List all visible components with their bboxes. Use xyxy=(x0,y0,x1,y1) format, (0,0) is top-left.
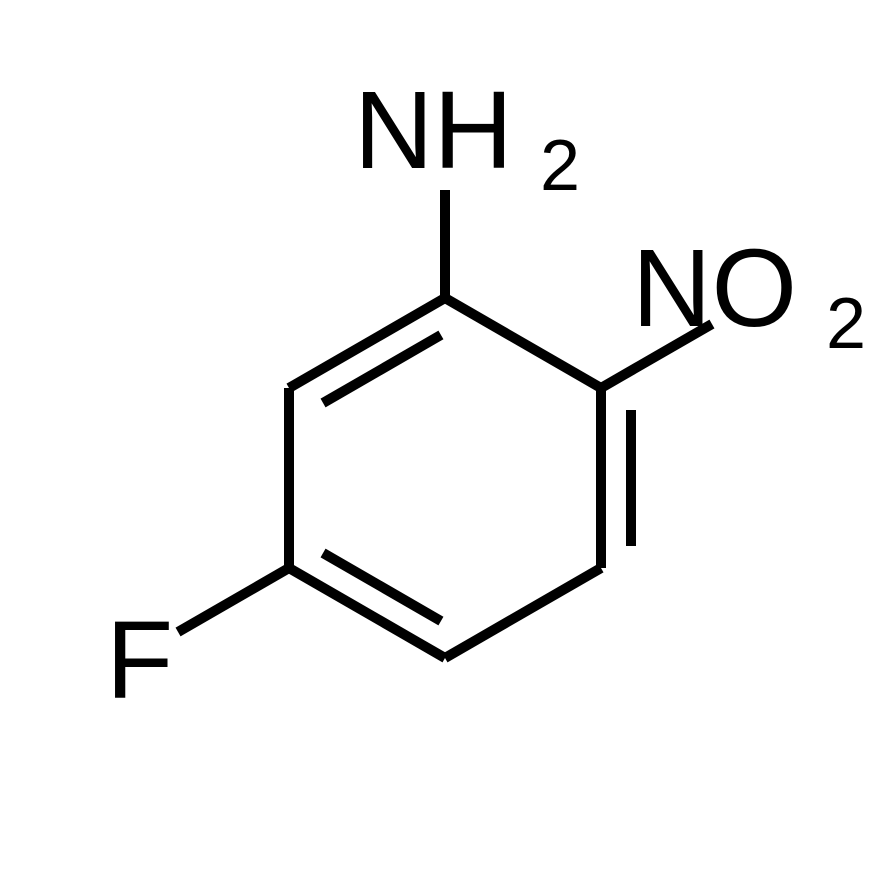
n_amine-label: NH xyxy=(354,69,513,192)
molecule-diagram: NH 2 NO 2 F xyxy=(0,0,890,890)
n_nitro-label: NO xyxy=(632,227,797,350)
n_nitro-subscript: 2 xyxy=(826,284,866,364)
bond-line xyxy=(445,298,601,388)
bond-line xyxy=(445,568,601,658)
bond-line xyxy=(323,335,441,403)
bond-line xyxy=(323,553,441,621)
n_amine-subscript: 2 xyxy=(540,126,580,206)
f-label: F xyxy=(106,599,173,722)
bond-line xyxy=(178,568,289,632)
